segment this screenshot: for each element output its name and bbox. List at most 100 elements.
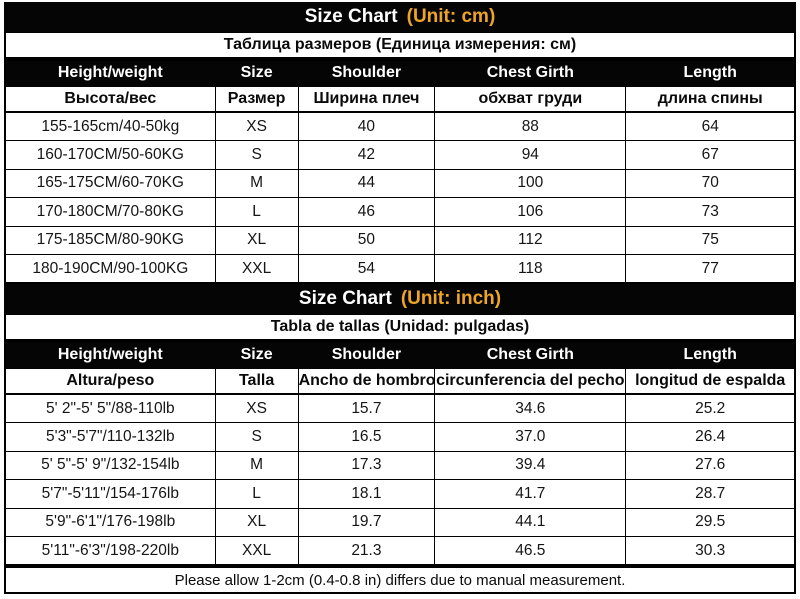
section-title: Size Chart <box>304 6 398 27</box>
table-cell: 27.6 <box>625 450 796 480</box>
size-table-inch: Height/weight Size Shoulder Chest Girth Leng… <box>4 341 796 566</box>
table-cell: 37.0 <box>434 422 627 452</box>
header-row-spanish: Altura/peso Talla Ancho de hombro circunfer… <box>4 367 796 395</box>
table-cell: 41.7 <box>434 479 627 509</box>
measurement-note-text: Please allow 1-2cm (0.4-0.8 in) differs … <box>174 571 626 589</box>
table-row: 165-175CM/60-70KG M 44 100 70 <box>4 168 796 198</box>
table-body-inch: 5' 2"-5' 5"/88-110lb XS 15.7 34.6 25.2 5'3"-5… <box>4 393 796 566</box>
column-header: Length <box>625 59 796 87</box>
size-chart: Size Chart (Unit: cm) Таблица размеров (… <box>4 2 796 594</box>
table-cell: 25.2 <box>625 393 796 423</box>
table-row: 5'3"-5'7"/110-132lb S 16.5 37.0 26.4 <box>4 422 796 452</box>
table-row: 170-180CM/70-80KG L 46 106 73 <box>4 197 796 227</box>
table-cell: 106 <box>434 197 627 227</box>
section-cm-subtitle: Таблица размеров (Единица измерения: см) <box>4 32 796 59</box>
section-inch-title-bar: Size Chart (Unit: inch) <box>4 284 796 314</box>
table-cell: 16.5 <box>297 422 436 452</box>
table-row: 5' 2"-5' 5"/88-110lb XS 15.7 34.6 25.2 <box>4 393 796 423</box>
table-cell: 21.3 <box>297 536 436 566</box>
table-cell: 34.6 <box>434 393 627 423</box>
section-inch: Size Chart (Unit: inch) Tabla de tallas … <box>4 284 796 566</box>
table-cell: 46 <box>297 197 436 227</box>
table-cell: 17.3 <box>297 450 436 480</box>
table-cell: 94 <box>434 140 627 170</box>
table-cell: 165-175CM/60-70KG <box>4 168 216 198</box>
table-cell: L <box>214 197 299 227</box>
section-unit-label: (Unit: inch) <box>400 288 502 309</box>
column-header-local: Altura/peso <box>4 367 216 395</box>
table-cell: XL <box>214 507 299 537</box>
column-header: Chest Girth <box>434 59 627 87</box>
table-cell: 39.4 <box>434 450 627 480</box>
table-cell: 5'11"-6'3"/198-220lb <box>4 536 216 566</box>
table-cell: 5' 5"-5' 9"/132-154lb <box>4 450 216 480</box>
table-cell: 175-185CM/80-90KG <box>4 225 216 255</box>
section-cm-title-bar: Size Chart (Unit: cm) <box>4 2 796 32</box>
table-cell: 19.7 <box>297 507 436 537</box>
table-cell: XS <box>214 111 299 141</box>
table-cell: S <box>214 422 299 452</box>
column-header-local: Talla <box>214 367 299 395</box>
subtitle-text: Tabla de tallas (Unidad: pulgadas) <box>270 318 530 335</box>
section-cm: Size Chart (Unit: cm) Таблица размеров (… <box>4 2 796 284</box>
table-cell: XS <box>214 393 299 423</box>
table-cell: 54 <box>297 254 436 284</box>
table-cell: XXL <box>214 536 299 566</box>
table-cell: 75 <box>625 225 796 255</box>
table-cell: S <box>214 140 299 170</box>
table-row: 5'9"-6'1"/176-198lb XL 19.7 44.1 29.5 <box>4 507 796 537</box>
table-cell: 26.4 <box>625 422 796 452</box>
table-cell: 15.7 <box>297 393 436 423</box>
column-header: Chest Girth <box>434 341 627 369</box>
table-cell: 5'9"-6'1"/176-198lb <box>4 507 216 537</box>
column-header: Size <box>214 59 299 87</box>
table-cell: 42 <box>297 140 436 170</box>
column-header-local: longitud de espalda <box>625 367 796 395</box>
header-row-russian: Высота/вес Размер Ширина плеч обхват груди д… <box>4 85 796 113</box>
header-row-english: Height/weight Size Shoulder Chest Girth Leng… <box>4 59 796 87</box>
table-cell: 100 <box>434 168 627 198</box>
table-row: 175-185CM/80-90KG XL 50 112 75 <box>4 225 796 255</box>
table-row: 5' 5"-5' 9"/132-154lb M 17.3 39.4 27.6 <box>4 450 796 480</box>
column-header: Shoulder <box>297 59 436 87</box>
column-header: Size <box>214 341 299 369</box>
table-cell: XXL <box>214 254 299 284</box>
table-cell: 29.5 <box>625 507 796 537</box>
table-cell: 77 <box>625 254 796 284</box>
table-cell: 50 <box>297 225 436 255</box>
column-header: Height/weight <box>4 59 216 87</box>
column-header: Length <box>625 341 796 369</box>
table-cell: 40 <box>297 111 436 141</box>
table-cell: 112 <box>434 225 627 255</box>
section-title: Size Chart <box>298 288 392 309</box>
column-header: Shoulder <box>297 341 436 369</box>
table-cell: 5'7"-5'11"/154-176lb <box>4 479 216 509</box>
table-cell: 5' 2"-5' 5"/88-110lb <box>4 393 216 423</box>
table-row: 160-170CM/50-60KG S 42 94 67 <box>4 140 796 170</box>
column-header-local: Размер <box>214 85 299 113</box>
table-cell: 44.1 <box>434 507 627 537</box>
column-header-local: обхват груди <box>434 85 627 113</box>
size-table-cm: Height/weight Size Shoulder Chest Girth Leng… <box>4 59 796 284</box>
table-cell: 28.7 <box>625 479 796 509</box>
section-inch-subtitle: Tabla de tallas (Unidad: pulgadas) <box>4 314 796 341</box>
table-cell: L <box>214 479 299 509</box>
table-row: 180-190CM/90-100KG XXL 54 118 77 <box>4 254 796 284</box>
table-row: 5'7"-5'11"/154-176lb L 18.1 41.7 28.7 <box>4 479 796 509</box>
table-cell: 170-180CM/70-80KG <box>4 197 216 227</box>
table-cell: XL <box>214 225 299 255</box>
header-row-english: Height/weight Size Shoulder Chest Girth Leng… <box>4 341 796 369</box>
table-cell: 88 <box>434 111 627 141</box>
table-cell: 18.1 <box>297 479 436 509</box>
table-cell: 46.5 <box>434 536 627 566</box>
column-header-local: circunferencia del pecho <box>434 367 627 395</box>
table-cell: 118 <box>434 254 627 284</box>
table-row: 155-165cm/40-50kg XS 40 88 64 <box>4 111 796 141</box>
table-cell: M <box>214 450 299 480</box>
table-cell: 44 <box>297 168 436 198</box>
subtitle-text: Таблица размеров (Единица измерения: см) <box>223 36 577 53</box>
table-cell: 5'3"-5'7"/110-132lb <box>4 422 216 452</box>
table-cell: 73 <box>625 197 796 227</box>
section-unit-label: (Unit: cm) <box>406 6 496 27</box>
column-header-local: Высота/вес <box>4 85 216 113</box>
